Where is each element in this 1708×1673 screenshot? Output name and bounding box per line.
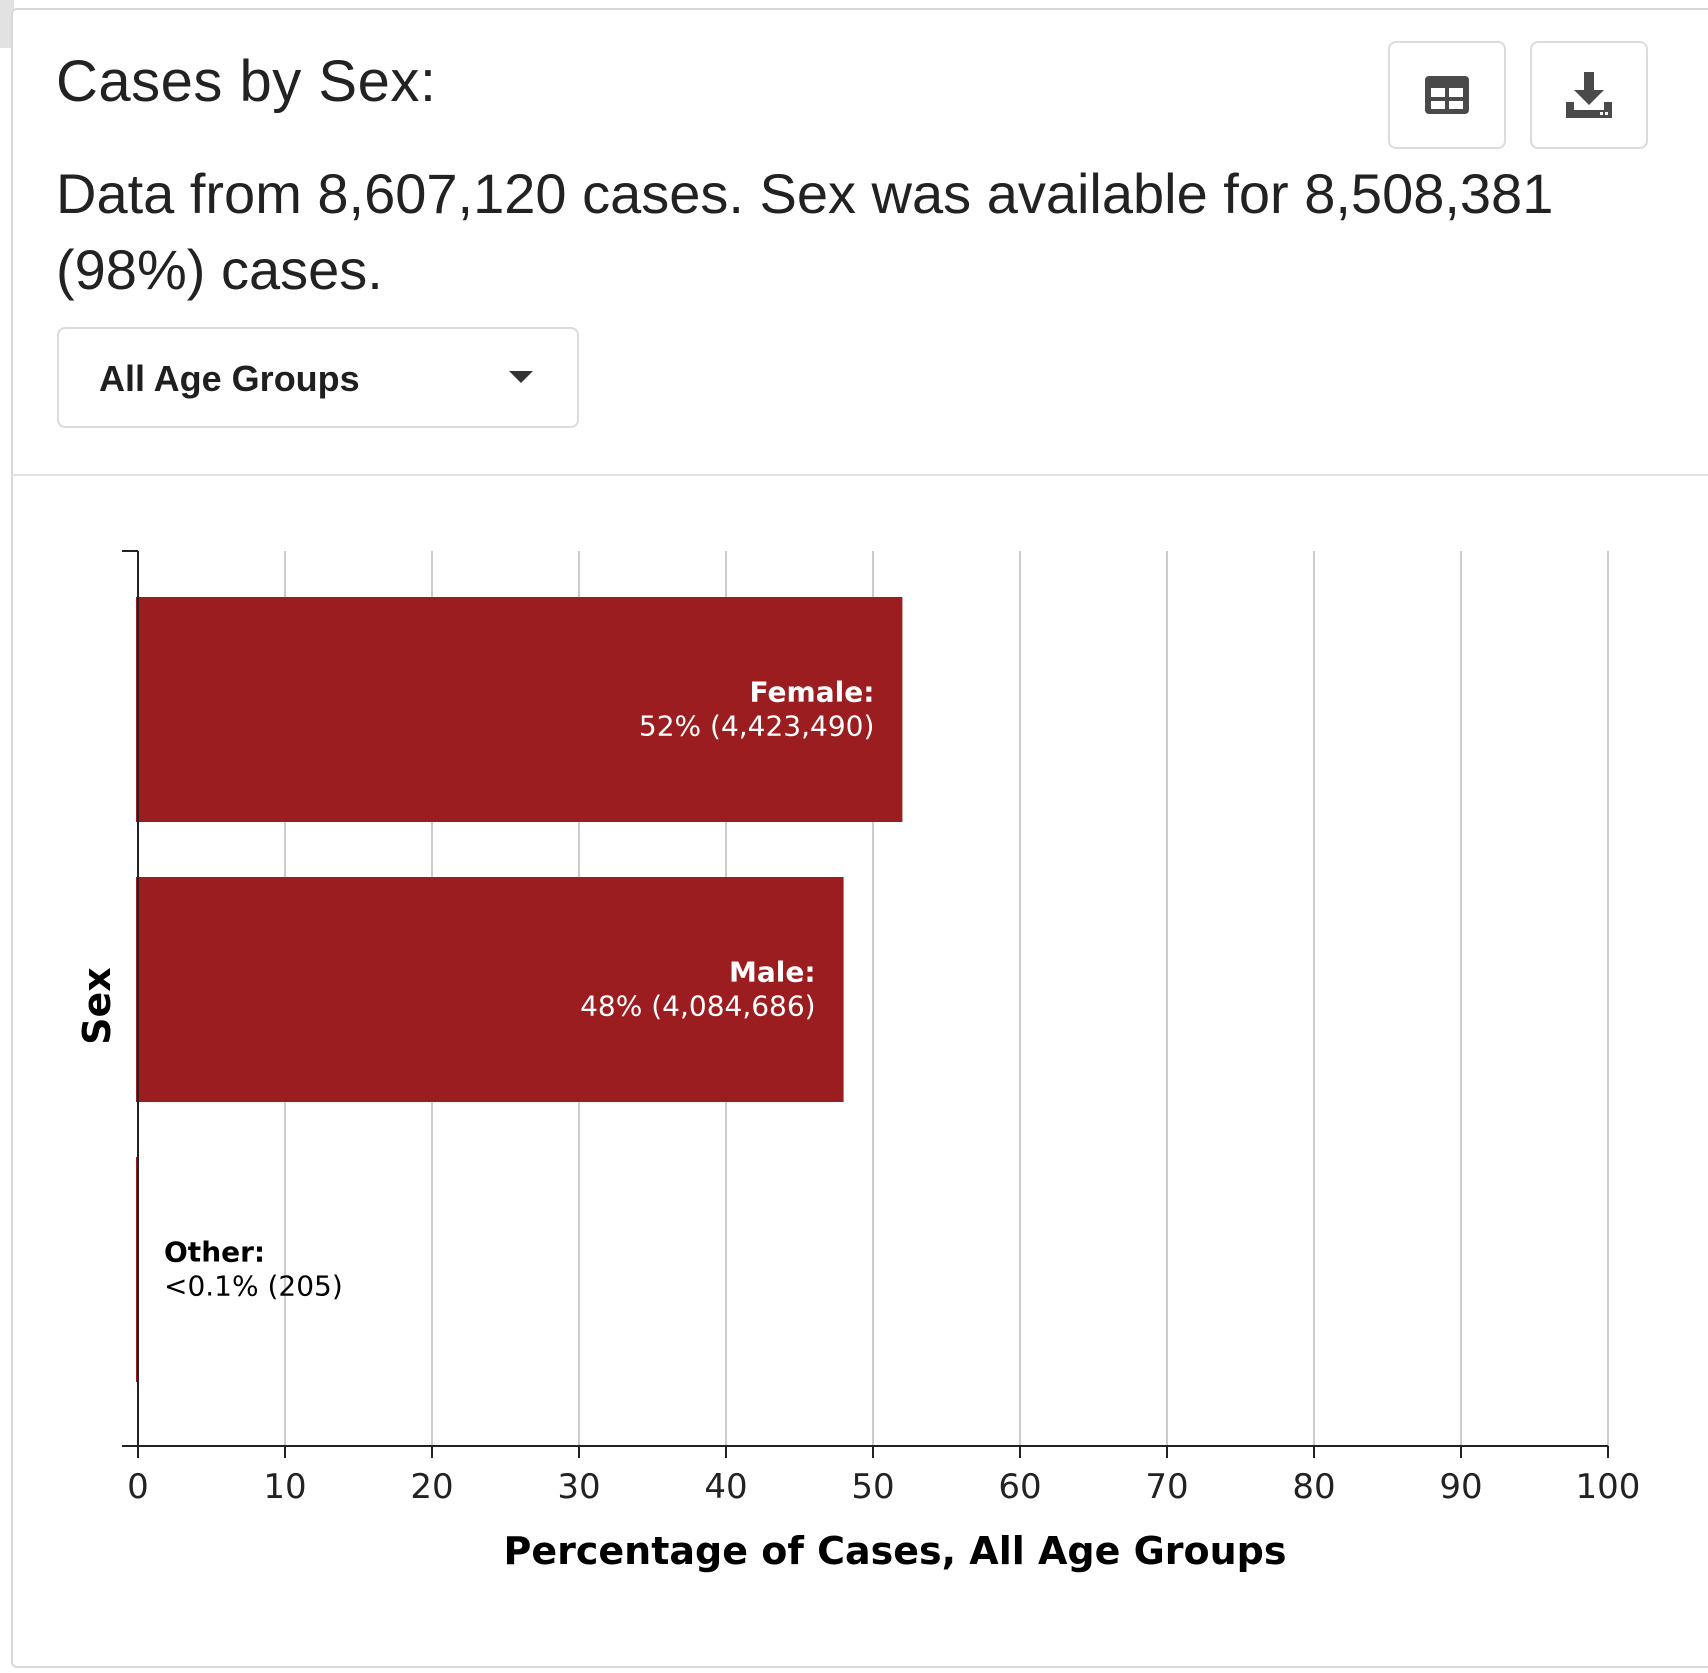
data-label-female-name: Female:	[750, 676, 875, 709]
bar-male	[136, 877, 844, 1102]
age-group-selected-value: All Age Groups	[99, 358, 360, 399]
download-icon	[1566, 72, 1612, 118]
card-divider	[12, 474, 1708, 476]
caret-down-icon	[509, 371, 533, 383]
card-title: Cases by Sex:	[56, 49, 437, 114]
x-tick-label: 80	[1292, 1467, 1335, 1507]
x-tick-label: 10	[263, 1467, 306, 1507]
cases-by-sex-card	[11, 8, 1708, 1668]
data-label-other-name: Other:	[164, 1236, 265, 1269]
age-group-select[interactable]: All Age Groups	[57, 327, 579, 428]
x-axis-title: Percentage of Cases, All Age Groups	[503, 1529, 1286, 1573]
x-tick-label: 20	[410, 1467, 453, 1507]
x-tick-label: 90	[1439, 1467, 1482, 1507]
table-icon	[1425, 76, 1469, 114]
x-tick-label: 30	[557, 1467, 600, 1507]
page-edge-shadow	[0, 0, 14, 48]
data-label-female-value: 52% (4,423,490)	[639, 710, 874, 743]
x-tick-label: 50	[851, 1467, 894, 1507]
card-subtitle: Data from 8,607,120 cases. Sex was avail…	[56, 162, 1554, 301]
data-label-male-value: 48% (4,084,686)	[580, 990, 815, 1023]
bar-female	[136, 597, 903, 822]
download-button[interactable]	[1530, 41, 1648, 149]
x-tick-label: 60	[998, 1467, 1041, 1507]
data-label-male-name: Male:	[729, 956, 816, 989]
x-tick-label: 100	[1576, 1467, 1641, 1507]
data-label-other-value: <0.1% (205)	[164, 1270, 343, 1303]
x-tick-label: 0	[127, 1467, 149, 1507]
y-axis-title: Sex	[75, 967, 119, 1045]
view-table-button[interactable]	[1388, 41, 1506, 149]
x-tick-label: 70	[1145, 1467, 1188, 1507]
x-tick-label: 40	[704, 1467, 747, 1507]
